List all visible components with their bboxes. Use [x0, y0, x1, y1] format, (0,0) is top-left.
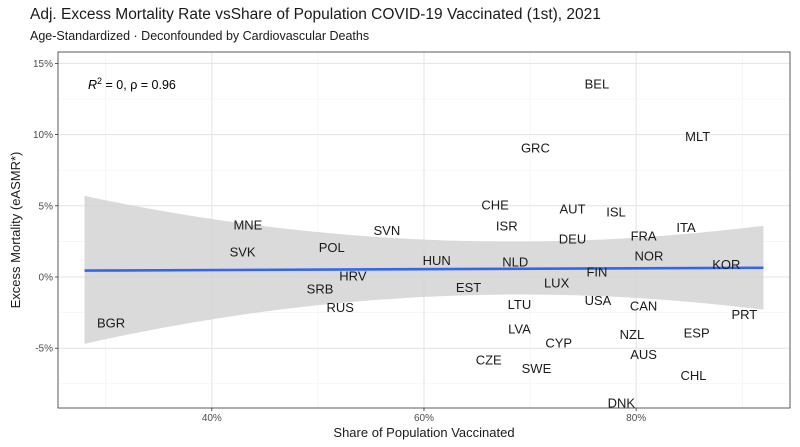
point-label-lux: LUX — [544, 276, 570, 291]
point-label-bel: BEL — [585, 76, 610, 91]
point-label-fra: FRA — [631, 229, 657, 244]
point-label-deu: DEU — [559, 232, 586, 247]
point-label-kor: KOR — [712, 257, 740, 272]
point-label-nld: NLD — [502, 254, 528, 269]
point-label-cze: CZE — [476, 353, 502, 368]
point-label-fin: FIN — [586, 264, 607, 279]
y-axis-title: Excess Mortality (eASMR*) — [8, 152, 23, 309]
point-label-aus: AUS — [630, 347, 657, 362]
r2-annotation: R2 = 0, ρ = 0.96 — [88, 76, 176, 92]
point-label-isl: ISL — [606, 204, 626, 219]
point-label-che: CHE — [481, 197, 509, 212]
point-label-lva: LVA — [508, 321, 531, 336]
point-label-svk: SVK — [230, 244, 256, 259]
point-label-svn: SVN — [374, 223, 401, 238]
point-label-prt: PRT — [731, 307, 757, 322]
point-label-ita: ITA — [676, 220, 696, 235]
point-label-pol: POL — [319, 240, 345, 255]
chart-subtitle: Age-Standardized · Deconfounded by Cardi… — [30, 29, 370, 43]
point-label-cyp: CYP — [545, 335, 572, 350]
y-tick-label: 10% — [33, 130, 53, 141]
point-label-rus: RUS — [326, 300, 354, 315]
point-label-nor: NOR — [634, 249, 663, 264]
point-label-aut: AUT — [560, 202, 586, 217]
point-label-mlt: MLT — [685, 129, 710, 144]
y-tick-label: 15% — [33, 59, 53, 70]
point-label-swe: SWE — [522, 361, 552, 376]
point-label-mne: MNE — [233, 217, 262, 232]
point-label-chl: CHL — [680, 368, 706, 383]
y-tick-label: 0% — [39, 272, 54, 283]
point-label-hun: HUN — [423, 253, 451, 268]
point-label-isr: ISR — [496, 219, 518, 234]
x-axis-ticks: 40% 60% 80% — [202, 408, 646, 424]
point-label-nzl: NZL — [620, 327, 645, 342]
x-tick-label: 60% — [414, 413, 434, 424]
regression-line — [84, 266, 764, 272]
point-label-esp: ESP — [684, 326, 710, 341]
x-axis-title: Share of Population Vaccinated — [333, 425, 514, 440]
point-label-srb: SRB — [307, 281, 334, 296]
point-label-bgr: BGR — [97, 316, 125, 331]
point-label-dnk: DNK — [608, 395, 636, 410]
country-labels: BEL MLT GRC CHE AUT ISL MNE ISR ITA SVN FRA DEU POL S… — [97, 76, 757, 410]
point-label-est: EST — [456, 280, 481, 295]
chart-title: Adj. Excess Mortality Rate vsShare of Po… — [30, 6, 601, 23]
x-tick-label: 40% — [202, 413, 222, 424]
point-label-ltu: LTU — [508, 297, 532, 312]
point-label-can: CAN — [630, 298, 657, 313]
y-tick-label: -5% — [35, 344, 53, 355]
y-tick-label: 5% — [39, 201, 54, 212]
point-label-grc: GRC — [521, 140, 550, 155]
point-label-usa: USA — [585, 293, 612, 308]
x-tick-label: 80% — [626, 413, 646, 424]
point-label-hrv: HRV — [339, 269, 367, 284]
y-axis-ticks: -5% 0% 5% 10% 15% — [33, 59, 58, 355]
